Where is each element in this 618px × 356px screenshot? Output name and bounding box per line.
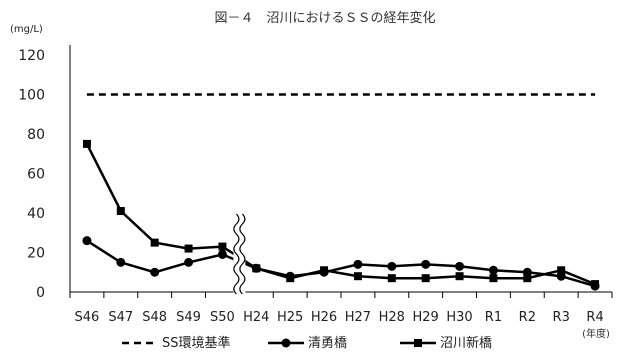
series-point-2 [591,280,600,289]
legend-swatch-marker [281,338,291,348]
x-tick-label: S47 [108,310,133,325]
x-tick-label: S46 [75,310,100,325]
series-point-2 [387,274,396,283]
series-line-2 [85,143,596,286]
legend-label: SS環境基準 [162,335,231,351]
y-tick-label: 20 [27,246,45,262]
series-point-2 [455,272,464,281]
x-tick-label: S49 [176,310,201,325]
x-tick-label: H29 [413,310,439,325]
legend-entry-2: 沼川新橋 [400,335,492,351]
series-point-2 [218,242,227,251]
series-point-2 [116,207,125,216]
series-line-1 [86,239,596,288]
series-point-1 [455,261,465,271]
series-point-2 [82,139,91,148]
series-point-1 [184,257,194,267]
series-point-1 [150,267,160,277]
y-tick-label: 80 [27,127,45,143]
x-tick-label: R2 [519,310,536,325]
axis-break-marker [233,212,246,302]
plot-area [69,45,613,302]
series-point-2 [557,266,566,275]
axis-break-line [233,213,240,295]
series-point-1 [116,257,126,267]
y-axis-unit: (mg/L) [10,24,43,35]
series-point-1 [353,259,363,269]
x-tick-labels: S46 S47 S48 S49 S50 H24 H25 H26 H27 H28 H29 H30 R1 R2… [75,310,604,325]
legend-label: 沼川新橋 [440,335,492,351]
series-point-2 [252,264,261,273]
x-tick-label: H28 [379,310,405,325]
series-point-1 [387,261,397,271]
x-tick-label: R3 [553,310,570,325]
legend-label: 清勇橋 [308,336,347,351]
y-tick-label: 60 [27,167,45,183]
legend-entry-0: SS環境基準 [122,335,231,351]
series-point-2 [320,266,329,275]
x-tick-label: R1 [485,310,502,325]
y-tick-labels: 0 20 40 60 80 100 120 [18,48,45,301]
series-point-1 [217,249,227,259]
series-point-2 [421,274,430,283]
x-tick-label: H24 [243,310,269,325]
y-tick-label: 40 [27,206,45,222]
x-tick-label: H27 [345,310,371,325]
y-tick-label: 0 [36,285,45,301]
x-tick-label: H26 [311,310,337,325]
series-point-2 [523,274,532,283]
series-point-2 [286,274,295,283]
y-tick-label: 100 [18,88,45,104]
x-tick-label: S50 [210,310,235,325]
axis-break-line [239,213,246,295]
series-point-2 [150,238,159,247]
series-point-2 [184,244,193,253]
x-tick-label: S48 [142,310,167,325]
series-point-1 [488,265,498,275]
legend: SS環境基準 清勇橋 沼川新橋 [122,335,492,351]
series-point-2 [489,274,498,283]
legend-entry-1: 清勇橋 [268,336,347,351]
series-point-2 [353,272,362,281]
series-point-1 [82,236,92,246]
x-axis-label: (年度) [582,327,610,340]
series-point-1 [421,259,431,269]
chart-title: 図－４ 沼川におけるＳＳの経年変化 [214,10,435,26]
x-tick-label: H30 [446,310,472,325]
y-tick-label: 120 [18,48,45,64]
legend-swatch-marker [414,339,422,347]
x-tick-label: H25 [277,310,303,325]
x-tick-label: R4 [586,310,603,325]
